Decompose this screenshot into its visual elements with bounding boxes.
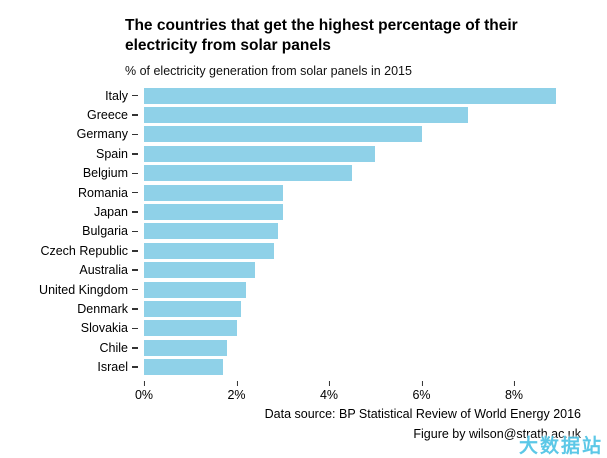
x-tick-label: 0% bbox=[134, 380, 154, 402]
bar bbox=[144, 165, 353, 182]
y-tick bbox=[132, 347, 138, 349]
x-tick-label: 2% bbox=[227, 380, 246, 402]
bar bbox=[144, 262, 255, 279]
bar bbox=[144, 107, 468, 124]
bar-track bbox=[144, 126, 607, 143]
y-tick bbox=[132, 288, 138, 291]
bar-row: Slovakia bbox=[0, 319, 607, 338]
bar-row: Chile bbox=[0, 338, 607, 357]
bar-track bbox=[144, 87, 607, 104]
country-label: Japan bbox=[93, 205, 128, 220]
country-label: Slovakia bbox=[80, 321, 128, 336]
country-label: Denmark bbox=[77, 301, 128, 316]
bar-row: Japan bbox=[0, 202, 607, 221]
bar-row: Italy bbox=[0, 86, 607, 105]
bar-row: Israel bbox=[0, 357, 607, 376]
bar-row: Spain bbox=[0, 144, 607, 163]
y-tick bbox=[132, 308, 138, 310]
bar bbox=[144, 339, 228, 356]
chart-title: The countries that get the highest perce… bbox=[125, 17, 518, 55]
y-tick bbox=[132, 366, 138, 368]
country-label: Spain bbox=[96, 146, 128, 161]
bar-row: Czech Republic bbox=[0, 241, 607, 260]
country-label: Czech Republic bbox=[40, 243, 128, 258]
bar-track bbox=[144, 242, 607, 259]
x-axis: 0% 2% 4% 6% 8% bbox=[135, 380, 607, 406]
bar-track bbox=[144, 281, 607, 298]
data-source-text: Data source: BP Statistical Review of Wo… bbox=[264, 407, 581, 422]
bar-track bbox=[144, 145, 607, 162]
bar-rows: Italy Greece Germany Spain Belgium Romania Jap… bbox=[0, 86, 607, 377]
country-label: Belgium bbox=[82, 166, 128, 181]
y-tick bbox=[132, 269, 138, 271]
country-label: Romania bbox=[77, 185, 128, 200]
country-label: Australia bbox=[79, 263, 128, 278]
bar-track bbox=[144, 320, 607, 337]
bar bbox=[144, 184, 283, 201]
country-label: Italy bbox=[105, 88, 128, 103]
bar bbox=[144, 87, 556, 104]
country-label: Bulgaria bbox=[82, 224, 128, 239]
plot-area: Italy Greece Germany Spain Belgium Romania Jap… bbox=[0, 86, 607, 406]
bar-row: Australia bbox=[0, 261, 607, 280]
bar-row: Denmark bbox=[0, 299, 607, 318]
bar-row: Belgium bbox=[0, 164, 607, 183]
bar bbox=[144, 145, 376, 162]
x-tick-label: 8% bbox=[504, 380, 524, 402]
bar-track bbox=[144, 300, 607, 317]
watermark: 大数据站 bbox=[518, 436, 603, 457]
bar-track bbox=[144, 107, 607, 124]
y-tick bbox=[132, 172, 138, 174]
y-tick bbox=[132, 250, 138, 252]
bar-row: Germany bbox=[0, 125, 607, 144]
bar-row: Bulgaria bbox=[0, 222, 607, 241]
y-tick bbox=[132, 327, 138, 330]
bar-track bbox=[144, 204, 607, 221]
country-label: Israel bbox=[97, 360, 128, 375]
bar bbox=[144, 320, 237, 337]
bar bbox=[144, 126, 422, 143]
y-tick bbox=[132, 133, 138, 136]
y-tick bbox=[132, 211, 138, 213]
footer: Data source: BP Statistical Review of Wo… bbox=[265, 405, 581, 444]
bar-track bbox=[144, 262, 607, 279]
bar-row: Romania bbox=[0, 183, 607, 202]
bar-row: Greece bbox=[0, 105, 607, 124]
bar-track bbox=[144, 184, 607, 201]
y-tick bbox=[132, 153, 138, 155]
bar-row: United Kingdom bbox=[0, 280, 607, 299]
country-label: United Kingdom bbox=[39, 282, 128, 297]
y-tick bbox=[132, 94, 138, 97]
bar-track bbox=[144, 165, 607, 182]
bar bbox=[144, 223, 279, 240]
bar-track bbox=[144, 339, 607, 356]
bar-track bbox=[144, 223, 607, 240]
country-label: Germany bbox=[76, 127, 128, 142]
x-tick-label: 6% bbox=[412, 380, 431, 402]
country-label: Greece bbox=[87, 108, 128, 123]
bar bbox=[144, 281, 246, 298]
bar bbox=[144, 204, 283, 221]
bar-track bbox=[144, 359, 607, 376]
x-tick-label: 4% bbox=[319, 380, 339, 402]
bar bbox=[144, 300, 242, 317]
chart-subtitle: % of electricity generation from solar p… bbox=[125, 64, 412, 78]
y-tick bbox=[132, 230, 138, 233]
bar bbox=[144, 242, 274, 259]
figure-credit-text: Figure by wilson@strath.ac.uk bbox=[413, 426, 581, 441]
country-label: Chile bbox=[99, 340, 129, 355]
bar bbox=[144, 359, 223, 376]
y-tick bbox=[132, 114, 138, 116]
y-tick bbox=[132, 191, 138, 194]
